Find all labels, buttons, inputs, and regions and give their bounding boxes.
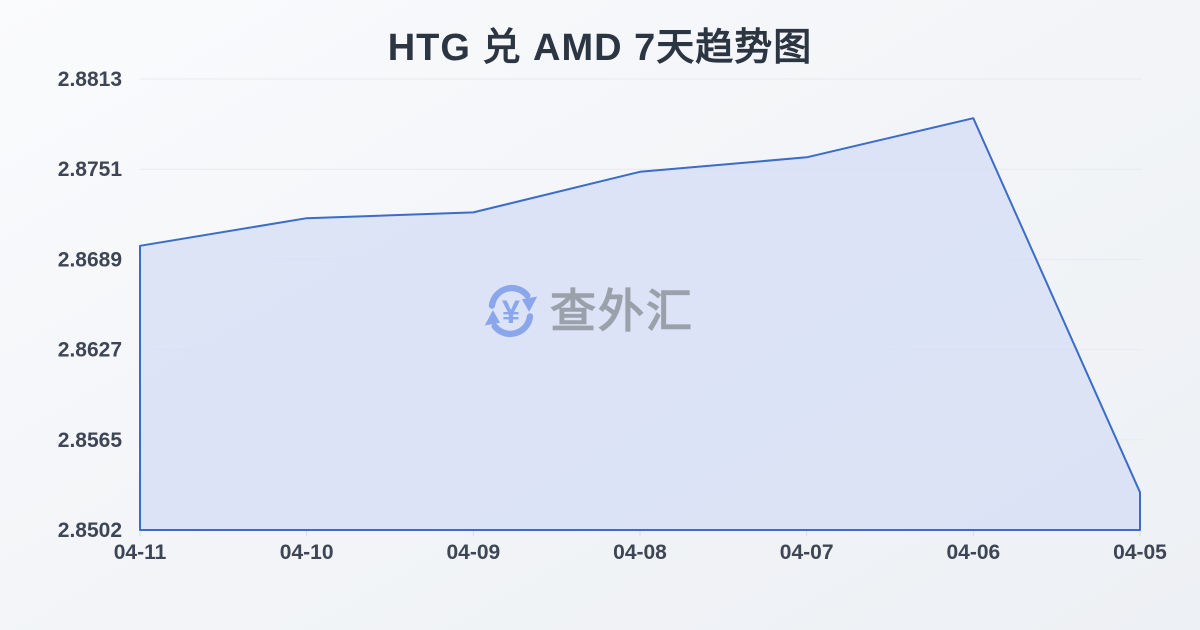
trend-area-series <box>139 117 1141 531</box>
x-axis-label: 04-10 <box>280 541 334 564</box>
x-axis-label: 04-06 <box>946 541 1000 564</box>
y-axis-label: 2.8502 <box>58 519 122 542</box>
x-axis-label: 04-11 <box>114 541 167 564</box>
x-axis-label: 04-05 <box>1113 541 1167 564</box>
y-axis-label: 2.8627 <box>58 339 122 362</box>
svg-text:¥: ¥ <box>502 293 520 330</box>
watermark-text: 查外汇 <box>550 285 694 337</box>
y-axis-label: 2.8751 <box>58 158 123 181</box>
currency-exchange-yen-icon: ¥ <box>484 284 538 338</box>
x-axis-label: 04-07 <box>780 541 834 564</box>
x-axis-label: 04-09 <box>446 541 500 564</box>
chart-title: HTG 兑 AMD 7天趋势图 <box>387 27 813 69</box>
y-axis-label: 2.8565 <box>58 429 123 452</box>
y-axis-label: 2.8813 <box>58 68 122 91</box>
watermark: ¥ 查外汇 <box>482 282 694 340</box>
x-axis-label: 04-08 <box>613 541 667 564</box>
y-axis-label: 2.8689 <box>58 248 122 271</box>
